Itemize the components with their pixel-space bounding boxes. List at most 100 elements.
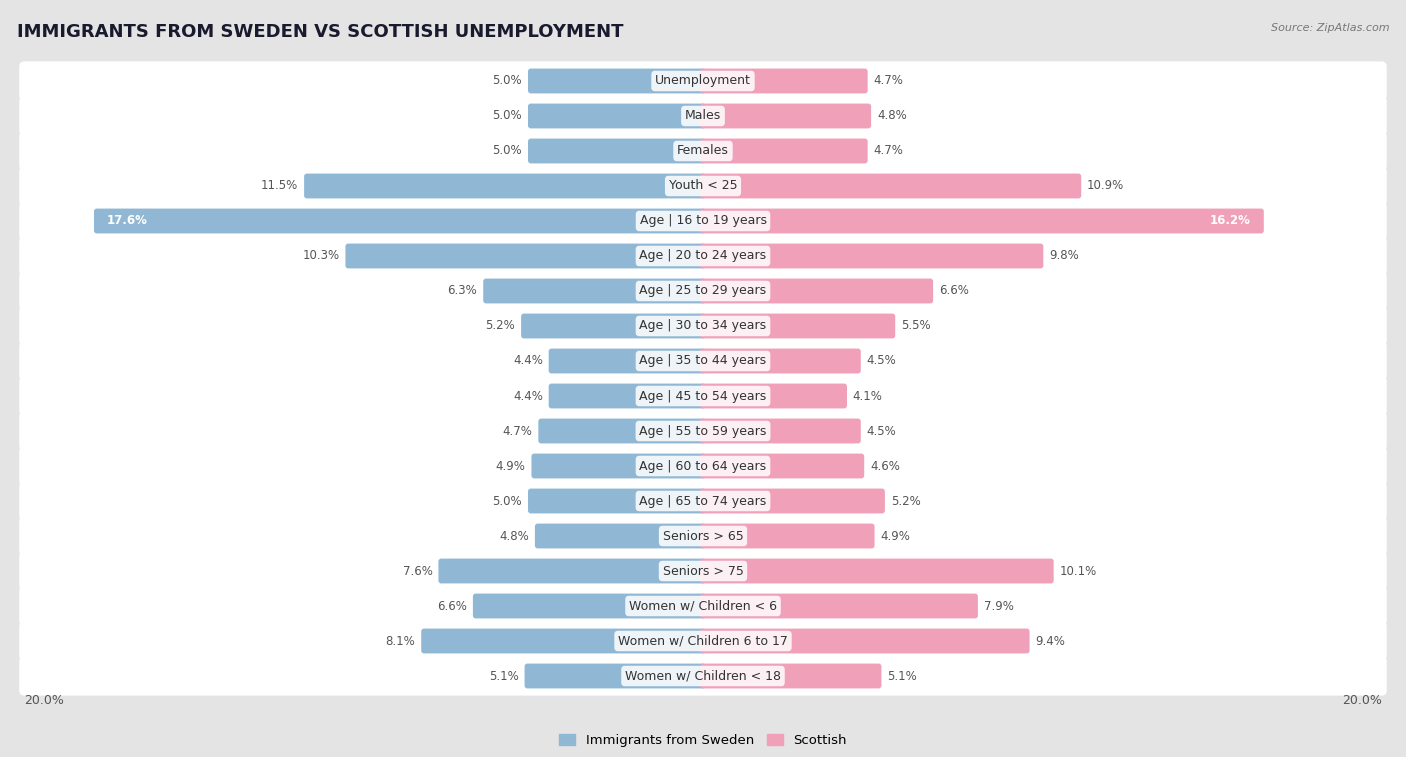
Text: 5.0%: 5.0%	[492, 110, 522, 123]
FancyBboxPatch shape	[700, 419, 860, 444]
FancyBboxPatch shape	[529, 139, 706, 164]
FancyBboxPatch shape	[20, 96, 1386, 136]
Text: Age | 20 to 24 years: Age | 20 to 24 years	[640, 250, 766, 263]
FancyBboxPatch shape	[422, 628, 706, 653]
Text: 4.8%: 4.8%	[877, 110, 907, 123]
FancyBboxPatch shape	[524, 664, 706, 688]
FancyBboxPatch shape	[439, 559, 706, 584]
Text: 9.8%: 9.8%	[1049, 250, 1078, 263]
FancyBboxPatch shape	[700, 664, 882, 688]
FancyBboxPatch shape	[20, 447, 1386, 485]
FancyBboxPatch shape	[700, 384, 846, 409]
Text: 4.1%: 4.1%	[853, 390, 883, 403]
FancyBboxPatch shape	[20, 132, 1386, 170]
FancyBboxPatch shape	[346, 244, 706, 269]
FancyBboxPatch shape	[700, 488, 884, 513]
Text: 4.9%: 4.9%	[880, 529, 910, 543]
FancyBboxPatch shape	[700, 209, 1264, 233]
FancyBboxPatch shape	[522, 313, 706, 338]
Text: 4.7%: 4.7%	[502, 425, 533, 438]
Text: 5.5%: 5.5%	[901, 319, 931, 332]
Text: Women w/ Children 6 to 17: Women w/ Children 6 to 17	[619, 634, 787, 647]
Text: 5.0%: 5.0%	[492, 494, 522, 507]
FancyBboxPatch shape	[700, 524, 875, 548]
Text: Age | 35 to 44 years: Age | 35 to 44 years	[640, 354, 766, 367]
Text: 4.8%: 4.8%	[499, 529, 529, 543]
FancyBboxPatch shape	[700, 628, 1029, 653]
FancyBboxPatch shape	[700, 139, 868, 164]
Text: 4.4%: 4.4%	[513, 354, 543, 367]
Text: 4.7%: 4.7%	[873, 74, 904, 88]
Text: 5.2%: 5.2%	[891, 494, 921, 507]
FancyBboxPatch shape	[538, 419, 706, 444]
Text: 16.2%: 16.2%	[1209, 214, 1251, 228]
FancyBboxPatch shape	[20, 587, 1386, 625]
Text: Women w/ Children < 18: Women w/ Children < 18	[626, 669, 780, 683]
Text: 20.0%: 20.0%	[24, 694, 65, 707]
Text: Age | 30 to 34 years: Age | 30 to 34 years	[640, 319, 766, 332]
Text: 7.9%: 7.9%	[984, 600, 1014, 612]
Text: 17.6%: 17.6%	[107, 214, 148, 228]
Text: 10.3%: 10.3%	[302, 250, 340, 263]
FancyBboxPatch shape	[20, 272, 1386, 310]
Text: 5.1%: 5.1%	[489, 669, 519, 683]
Text: 9.4%: 9.4%	[1035, 634, 1066, 647]
Text: 4.5%: 4.5%	[866, 354, 897, 367]
Text: 5.1%: 5.1%	[887, 669, 917, 683]
FancyBboxPatch shape	[700, 173, 1081, 198]
Text: IMMIGRANTS FROM SWEDEN VS SCOTTISH UNEMPLOYMENT: IMMIGRANTS FROM SWEDEN VS SCOTTISH UNEMP…	[17, 23, 623, 41]
Text: 10.9%: 10.9%	[1087, 179, 1125, 192]
Text: Youth < 25: Youth < 25	[669, 179, 737, 192]
Text: Age | 60 to 64 years: Age | 60 to 64 years	[640, 459, 766, 472]
Text: 4.6%: 4.6%	[870, 459, 900, 472]
FancyBboxPatch shape	[20, 201, 1386, 241]
FancyBboxPatch shape	[484, 279, 706, 304]
Text: Age | 16 to 19 years: Age | 16 to 19 years	[640, 214, 766, 228]
FancyBboxPatch shape	[20, 481, 1386, 521]
Text: Age | 25 to 29 years: Age | 25 to 29 years	[640, 285, 766, 298]
Text: Age | 45 to 54 years: Age | 45 to 54 years	[640, 390, 766, 403]
FancyBboxPatch shape	[20, 621, 1386, 661]
Legend: Immigrants from Sweden, Scottish: Immigrants from Sweden, Scottish	[554, 729, 852, 752]
Text: 6.3%: 6.3%	[447, 285, 478, 298]
FancyBboxPatch shape	[548, 384, 706, 409]
FancyBboxPatch shape	[20, 516, 1386, 556]
Text: 4.5%: 4.5%	[866, 425, 897, 438]
FancyBboxPatch shape	[534, 524, 706, 548]
Text: 7.6%: 7.6%	[402, 565, 433, 578]
Text: Unemployment: Unemployment	[655, 74, 751, 88]
FancyBboxPatch shape	[700, 593, 979, 618]
FancyBboxPatch shape	[529, 488, 706, 513]
Text: 4.7%: 4.7%	[873, 145, 904, 157]
FancyBboxPatch shape	[20, 376, 1386, 416]
Text: Age | 65 to 74 years: Age | 65 to 74 years	[640, 494, 766, 507]
FancyBboxPatch shape	[20, 236, 1386, 276]
FancyBboxPatch shape	[529, 69, 706, 93]
FancyBboxPatch shape	[20, 656, 1386, 696]
Text: 11.5%: 11.5%	[262, 179, 298, 192]
FancyBboxPatch shape	[20, 307, 1386, 346]
Text: 4.9%: 4.9%	[496, 459, 526, 472]
Text: 5.0%: 5.0%	[492, 145, 522, 157]
Text: 20.0%: 20.0%	[1341, 694, 1382, 707]
FancyBboxPatch shape	[700, 279, 934, 304]
FancyBboxPatch shape	[700, 313, 896, 338]
Text: Seniors > 65: Seniors > 65	[662, 529, 744, 543]
FancyBboxPatch shape	[700, 104, 872, 129]
FancyBboxPatch shape	[700, 244, 1043, 269]
FancyBboxPatch shape	[94, 209, 706, 233]
FancyBboxPatch shape	[548, 348, 706, 373]
Text: 5.2%: 5.2%	[485, 319, 515, 332]
FancyBboxPatch shape	[700, 348, 860, 373]
Text: Females: Females	[678, 145, 728, 157]
Text: 8.1%: 8.1%	[385, 634, 415, 647]
Text: 6.6%: 6.6%	[437, 600, 467, 612]
FancyBboxPatch shape	[700, 453, 865, 478]
FancyBboxPatch shape	[20, 341, 1386, 381]
Text: 5.0%: 5.0%	[492, 74, 522, 88]
Text: 4.4%: 4.4%	[513, 390, 543, 403]
FancyBboxPatch shape	[700, 69, 868, 93]
FancyBboxPatch shape	[20, 61, 1386, 101]
Text: Males: Males	[685, 110, 721, 123]
Text: 6.6%: 6.6%	[939, 285, 969, 298]
